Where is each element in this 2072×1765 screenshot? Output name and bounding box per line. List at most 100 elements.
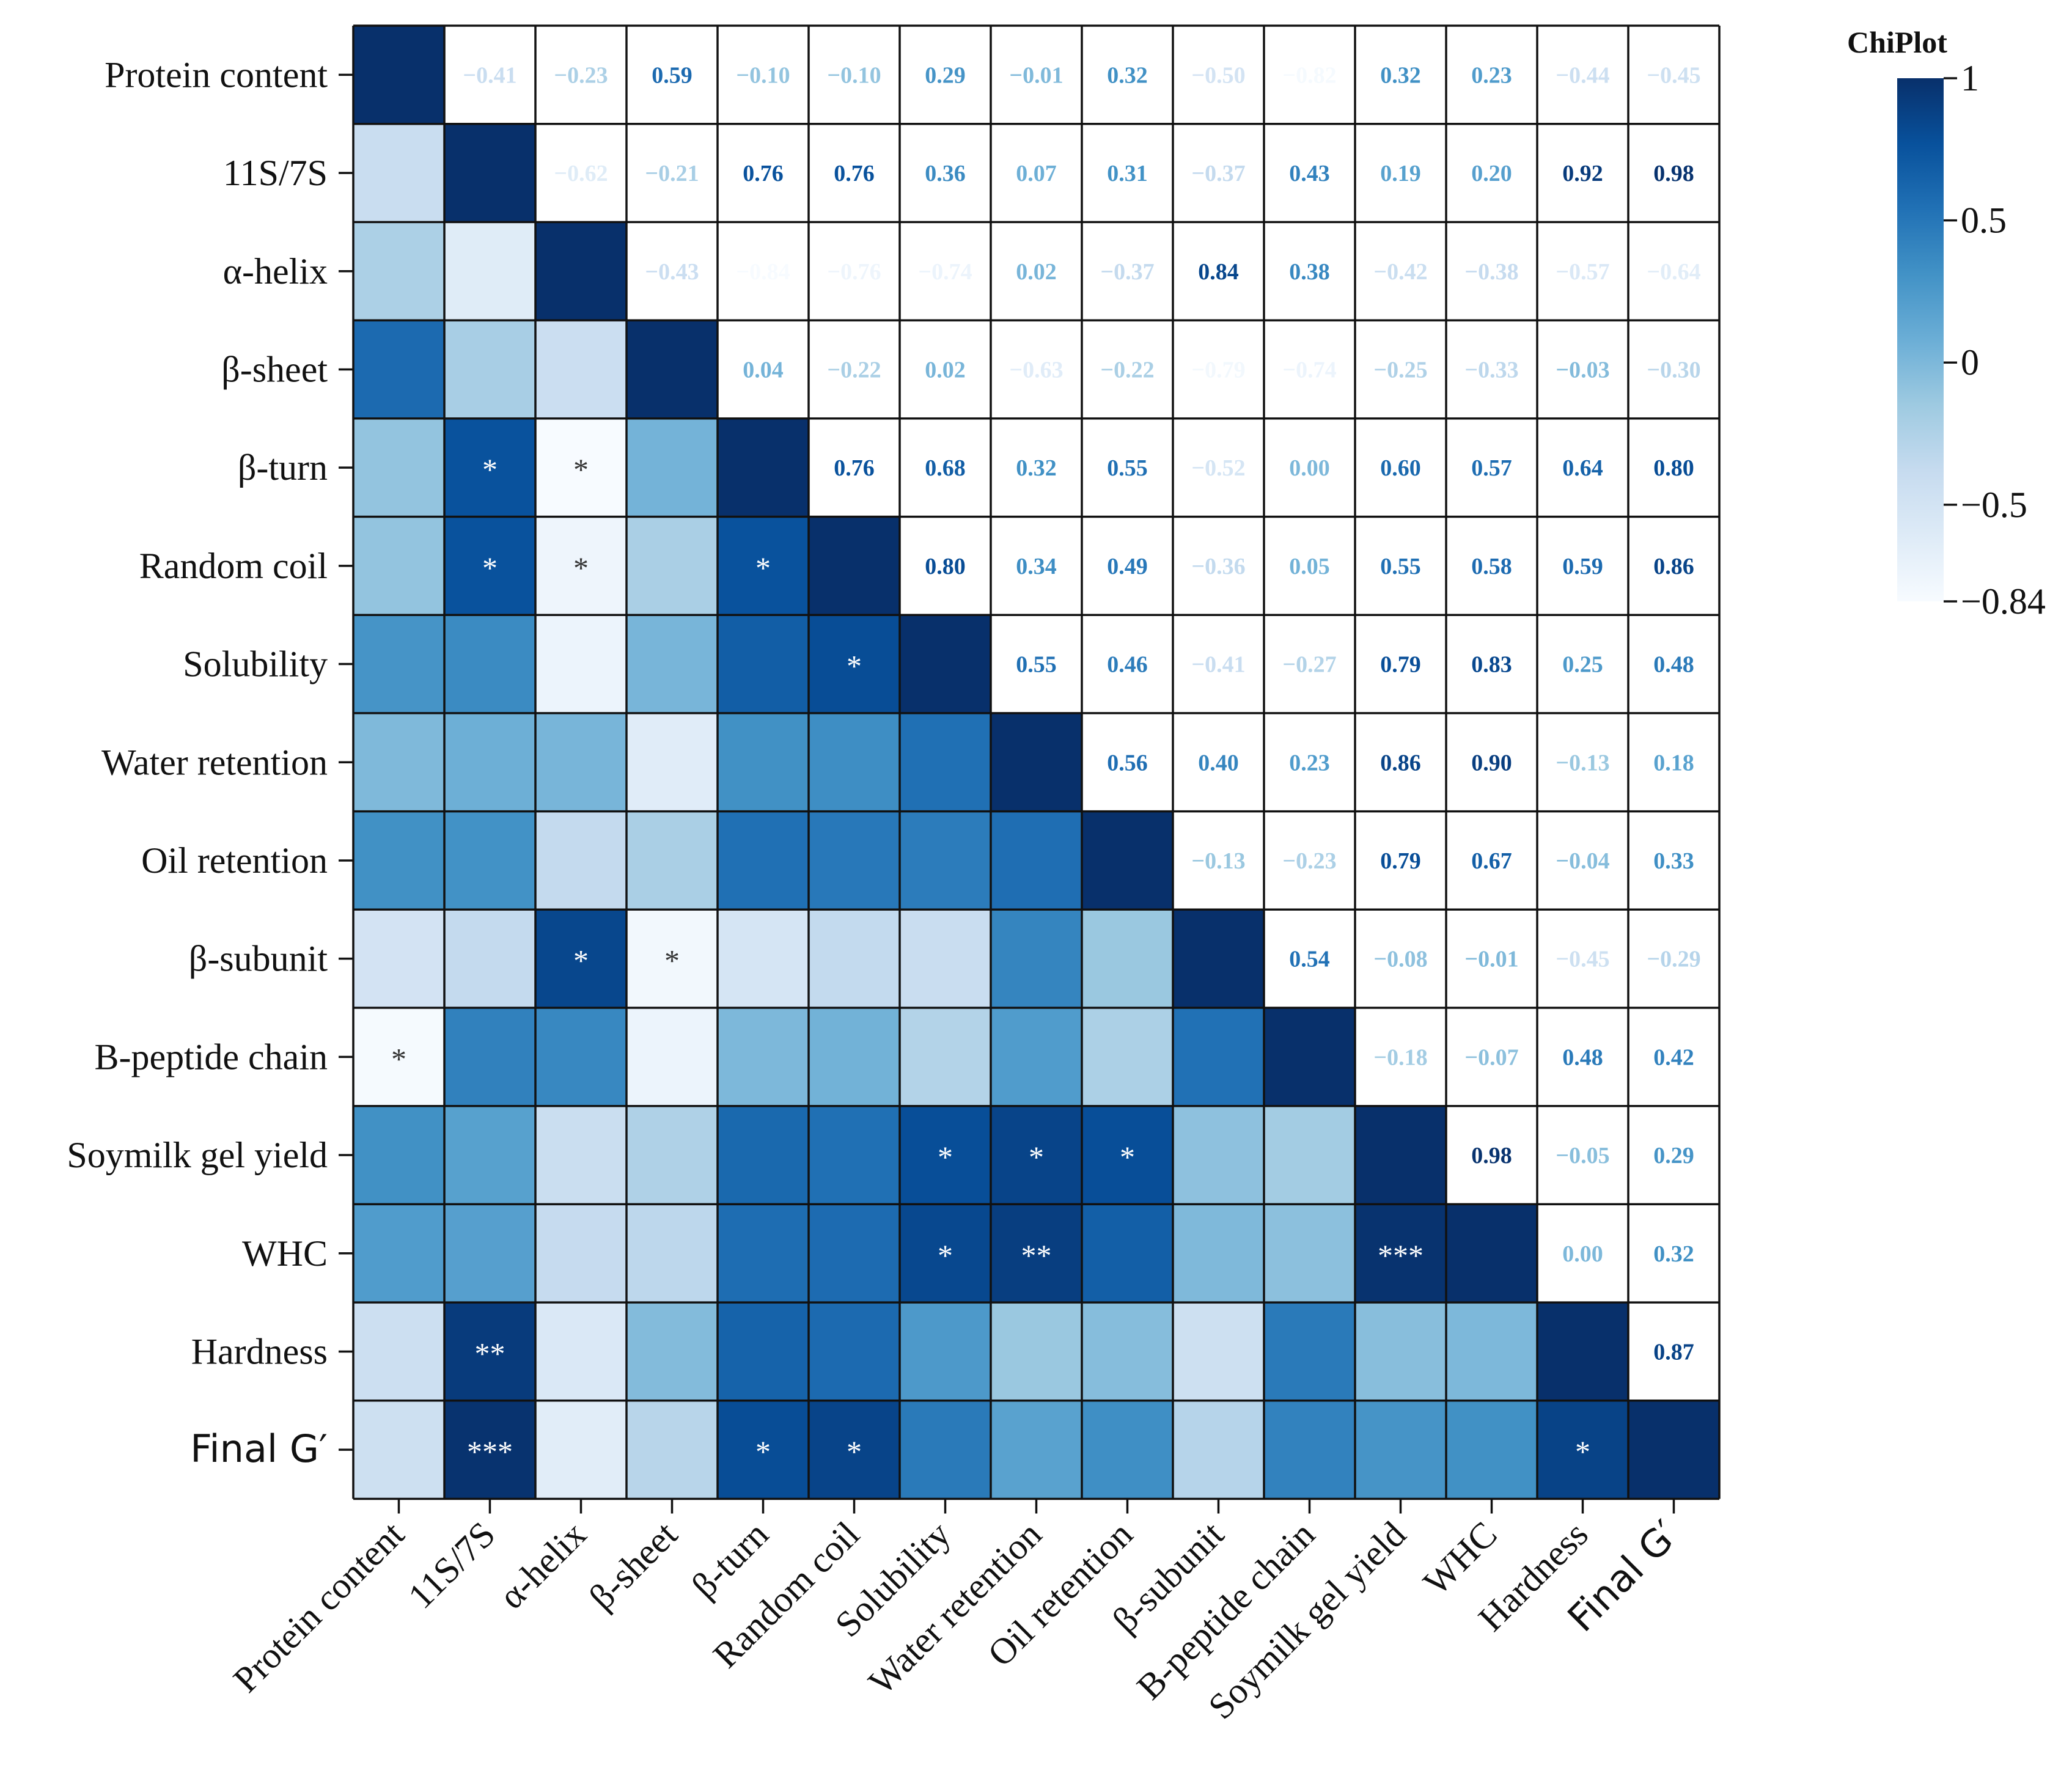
- heatmap-cell-r12-c11: [1355, 1204, 1446, 1303]
- corr-label-r6-c12: 0.83: [1471, 652, 1512, 678]
- heatmap-cell-r1-c2: [535, 123, 626, 222]
- heatmap-cell-r11-c10: [1264, 1106, 1355, 1205]
- heatmap-cell-r6-c6: [900, 615, 991, 713]
- heatmap-cell-r13-c0: [353, 1302, 444, 1401]
- heatmap-cell-r9-c1: [444, 909, 535, 1008]
- heatmap-cell-r0-c9: [1173, 26, 1264, 124]
- heatmap-cell-r10-c4: [718, 1008, 809, 1106]
- corr-label-r6-c14: 0.48: [1653, 652, 1694, 678]
- heatmap-cell-r7-c12: [1446, 713, 1537, 812]
- heatmap-cell-r14-c4: [718, 1400, 809, 1499]
- heatmap-cell-r8-c2: [535, 811, 626, 910]
- heatmap-cell-r7-c1: [444, 713, 535, 812]
- heatmap-cell-r2-c8: [1082, 222, 1173, 321]
- heatmap-cell-r14-c0: [353, 1400, 444, 1499]
- heatmap-cell-r1-c4: [718, 123, 809, 222]
- heatmap-cell-r10-c6: [900, 1008, 991, 1106]
- corr-label-r1-c3: −0.21: [645, 161, 699, 186]
- heatmap-cell-r14-c6: [900, 1400, 991, 1499]
- heatmap-cell-r0-c2: [535, 26, 626, 124]
- heatmap-cell-r14-c14: [1628, 1400, 1719, 1499]
- heatmap-cell-r4-c6: [900, 418, 991, 517]
- significance-mark-r14-c13: *: [1575, 1434, 1590, 1469]
- y-tick-label-10: B-peptide chain: [94, 1037, 328, 1077]
- heatmap-cell-r5-c1: [444, 516, 535, 615]
- heatmap-cell-r0-c14: [1628, 26, 1719, 124]
- heatmap-cell-r0-c5: [809, 26, 900, 124]
- corr-label-r7-c11: 0.86: [1380, 750, 1421, 776]
- heatmap-cell-r2-c11: [1355, 222, 1446, 321]
- corr-label-r8-c9: −0.13: [1191, 848, 1245, 874]
- corr-label-r0-c1: −0.41: [463, 62, 516, 88]
- heatmap-cell-r4-c8: [1082, 418, 1173, 517]
- corr-label-r2-c12: −0.38: [1464, 259, 1518, 285]
- corr-label-r1-c11: 0.19: [1380, 161, 1421, 186]
- heatmap-cell-r1-c8: [1082, 123, 1173, 222]
- corr-label-r5-c10: 0.05: [1289, 554, 1330, 579]
- corr-label-r6-c10: −0.27: [1282, 652, 1336, 678]
- heatmap-cell-r2-c12: [1446, 222, 1537, 321]
- corr-label-r0-c6: 0.29: [925, 62, 966, 88]
- corr-label-r6-c8: 0.46: [1107, 652, 1148, 678]
- heatmap-cell-r11-c8: [1082, 1106, 1173, 1205]
- heatmap-cell-r12-c12: [1446, 1204, 1537, 1303]
- heatmap-cell-r9-c12: [1446, 909, 1537, 1008]
- corr-label-r8-c10: −0.23: [1282, 848, 1336, 874]
- heatmap-cell-r3-c13: [1537, 320, 1628, 419]
- corr-label-r5-c8: 0.49: [1107, 554, 1148, 579]
- heatmap-cell-r3-c4: [718, 320, 809, 419]
- corr-label-r4-c8: 0.55: [1107, 455, 1148, 481]
- heatmap-cell-r5-c11: [1355, 516, 1446, 615]
- heatmap-cell-r7-c2: [535, 713, 626, 812]
- corr-label-r5-c7: 0.34: [1016, 554, 1057, 579]
- heatmap-cell-r1-c5: [809, 123, 900, 222]
- y-tick-label-8: Oil retention: [141, 840, 328, 881]
- heatmap-cell-r10-c12: [1446, 1008, 1537, 1106]
- heatmap-cell-r9-c0: [353, 909, 444, 1008]
- heatmap-cell-r7-c0: [353, 713, 444, 812]
- heatmap-cell-r8-c5: [809, 811, 900, 910]
- heatmap-cell-r8-c9: [1173, 811, 1264, 910]
- heatmap-cell-r9-c3: [626, 909, 718, 1008]
- corr-label-r3-c11: −0.25: [1373, 357, 1427, 383]
- heatmap-cell-r5-c3: [626, 516, 718, 615]
- heatmap-cell-r3-c1: [444, 320, 535, 419]
- heatmap-cell-r8-c12: [1446, 811, 1537, 910]
- colorbar-tick-label-2: 0: [1961, 342, 1979, 383]
- significance-mark-r10-c0: *: [391, 1041, 406, 1076]
- heatmap-cell-r1-c11: [1355, 123, 1446, 222]
- heatmap-cell-r14-c1: [444, 1400, 535, 1499]
- heatmap-cell-r2-c14: [1628, 222, 1719, 321]
- heatmap-cells: [353, 26, 1719, 1499]
- colorbar-tick-label-4: −0.84: [1961, 581, 2046, 622]
- heatmap-cell-r12-c10: [1264, 1204, 1355, 1303]
- heatmap-cell-r7-c13: [1537, 713, 1628, 812]
- heatmap-cell-r7-c9: [1173, 713, 1264, 812]
- significance-mark-r13-c1: **: [475, 1336, 505, 1370]
- heatmap-cell-r12-c1: [444, 1204, 535, 1303]
- corr-label-r4-c10: 0.00: [1289, 455, 1330, 481]
- heatmap-cell-r11-c4: [718, 1106, 809, 1205]
- significance-mark-r11-c7: *: [1029, 1140, 1044, 1174]
- heatmap-cell-r14-c8: [1082, 1400, 1173, 1499]
- corr-label-r8-c14: 0.33: [1653, 848, 1694, 874]
- heatmap-cell-r2-c0: [353, 222, 444, 321]
- heatmap-cell-r6-c10: [1264, 615, 1355, 713]
- heatmap-cell-r12-c13: [1537, 1204, 1628, 1303]
- x-tick-label-0: Protein content: [226, 1514, 412, 1700]
- heatmap-cell-r5-c4: [718, 516, 809, 615]
- y-tick-label-7: Water retention: [101, 742, 328, 782]
- corr-label-r0-c8: 0.32: [1107, 62, 1148, 88]
- heatmap-cell-r1-c0: [353, 123, 444, 222]
- y-tick-label-11: Soymilk gel yield: [67, 1135, 328, 1175]
- heatmap-cell-r7-c14: [1628, 713, 1719, 812]
- heatmap-cell-r11-c5: [809, 1106, 900, 1205]
- heatmap-cell-r6-c3: [626, 615, 718, 713]
- colorbar-tick-label-0: 1: [1961, 58, 1979, 98]
- heatmap-cell-r13-c9: [1173, 1302, 1264, 1401]
- heatmap-cell-r3-c7: [991, 320, 1082, 419]
- heatmap-cell-r8-c14: [1628, 811, 1719, 910]
- corr-label-r7-c12: 0.90: [1471, 750, 1512, 776]
- y-tick-label-14: Final G′: [190, 1426, 328, 1471]
